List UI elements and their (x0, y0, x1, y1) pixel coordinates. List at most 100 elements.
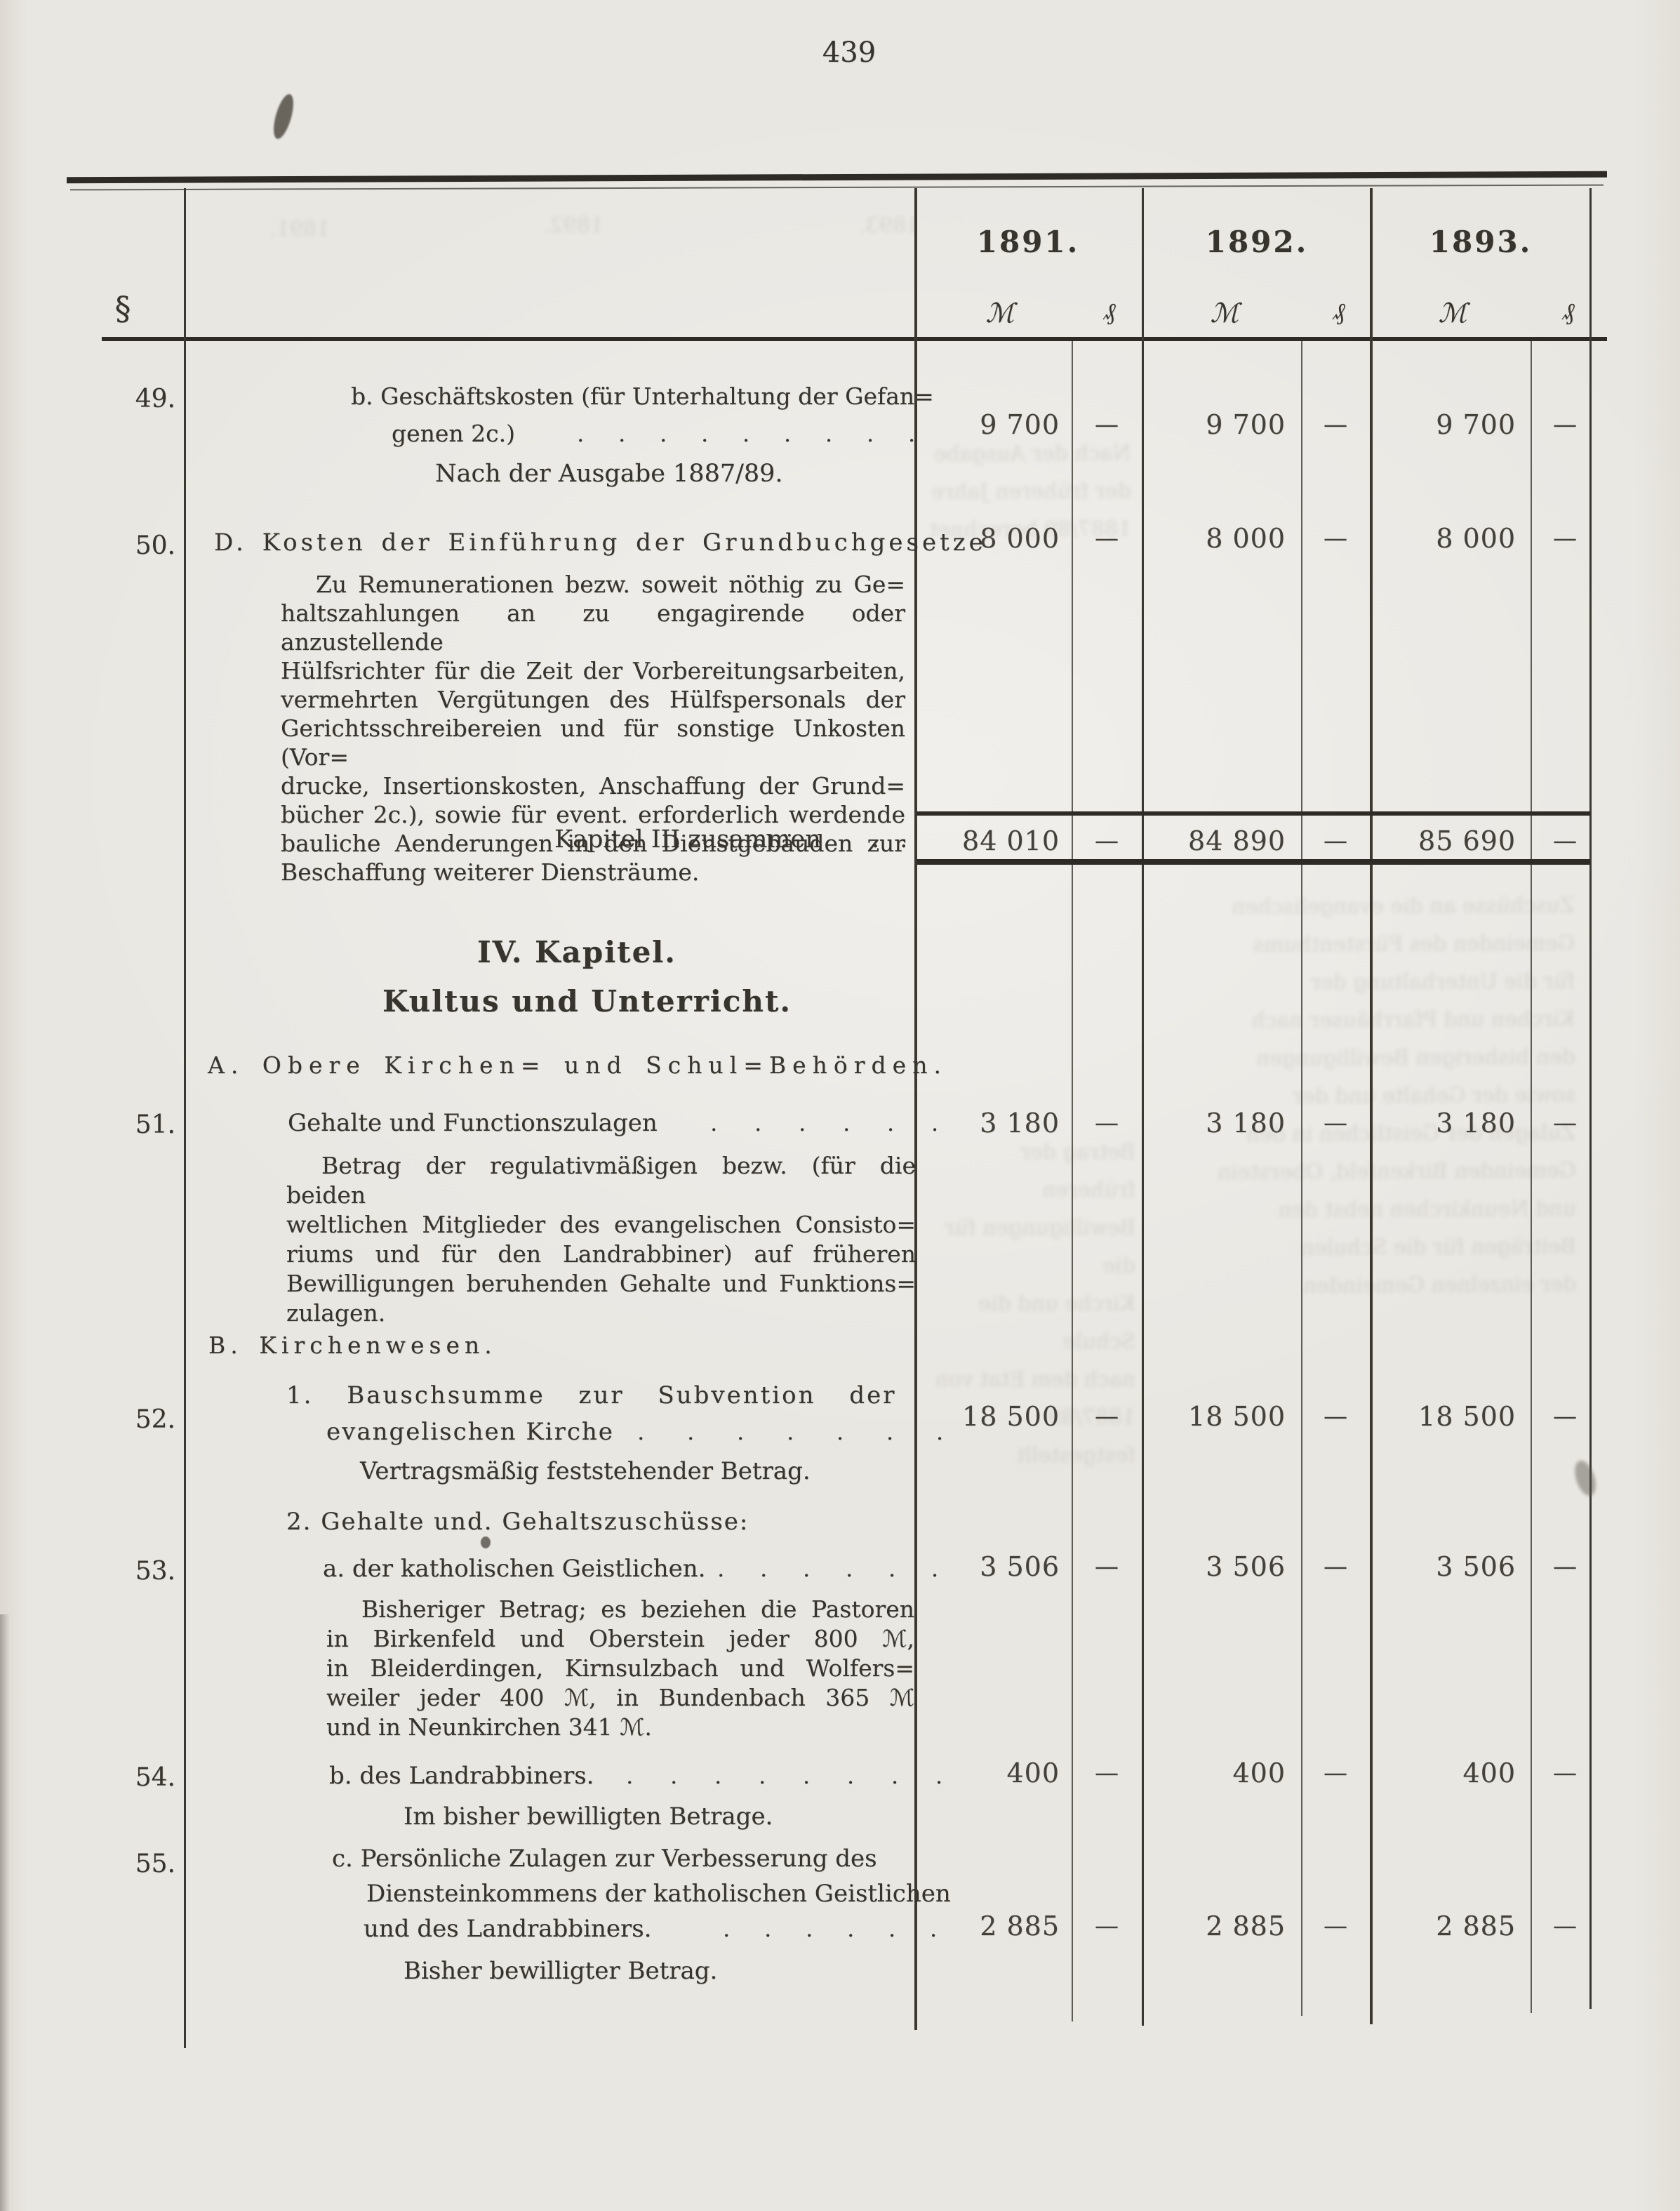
pfennig-symbol: ₰ (1562, 298, 1575, 326)
total-1893-mark: 85 690 (1418, 825, 1516, 856)
column-rule (1072, 341, 1073, 2021)
amount-1892-mark: 3 180 (1206, 1108, 1286, 1138)
amount-1892-mark: 400 (1232, 1758, 1286, 1788)
amount-1892-mark: 9 700 (1206, 409, 1286, 440)
total-row-bottom-rule (916, 859, 1590, 865)
item-text: evangelischen Kirche (326, 1418, 614, 1446)
amount-1893-mark: 2 885 (1436, 1911, 1516, 1941)
dot-leader: . . . . . . (717, 1555, 939, 1582)
item-title: D. Kosten der Einführung der Grundbuchge… (214, 529, 987, 557)
amount-1892-pfennig: — (1324, 1912, 1347, 1940)
total-1892-mark: 84 890 (1188, 825, 1286, 856)
subsection-b-heading: B. Kirchenwesen. (208, 1332, 497, 1359)
amount-1892-pfennig: — (1324, 1109, 1347, 1137)
amount-1891-pfennig: — (1095, 524, 1119, 552)
item-text: Diensteinkommens der katholischen Geistl… (366, 1880, 951, 1908)
column-rule (1370, 188, 1373, 2024)
subheading: 2. Gehalte und. Gehaltszuschüsse: (286, 1508, 749, 1536)
amount-1893-mark: 8 000 (1436, 523, 1516, 554)
ink-blot (481, 1536, 491, 1548)
column-rule (1142, 188, 1144, 2026)
item-text: 1. Bauschsumme zur Subvention der (286, 1381, 897, 1409)
amount-1892-pfennig: — (1324, 1759, 1347, 1787)
ink-smudge (1571, 1458, 1600, 1499)
table-top-rule (66, 171, 1608, 184)
dot-leader: . . . . . . (710, 1109, 939, 1136)
section-column-header: § (114, 289, 131, 327)
amount-1893-mark: 18 500 (1418, 1401, 1516, 1432)
section-number: 54. (135, 1763, 175, 1792)
amount-1893-mark: 3 180 (1436, 1108, 1516, 1138)
total-1893-pfennig: — (1553, 827, 1577, 855)
chapter-name-heading: Kultus und Unterricht. (382, 984, 792, 1018)
item-note: Bisher bewilligter Betrag. (404, 1957, 718, 1985)
item-text: c. Persönliche Zulagen zur Verbesserung … (332, 1845, 877, 1873)
dot-leader: . . . . . . . . (626, 1762, 943, 1789)
column-rule (184, 188, 186, 2048)
column-rule (914, 188, 917, 2030)
dot-leader: . . (872, 825, 908, 854)
mark-symbol: ℳ (985, 298, 1015, 328)
item-text: a. der katholischen Geistlichen. (323, 1555, 706, 1583)
amount-1891-mark: 400 (1006, 1758, 1060, 1788)
year-column-1893: 1893. (1429, 225, 1533, 259)
total-label: Kapitel III zusammen (554, 825, 821, 854)
total-1892-pfennig: — (1324, 827, 1347, 855)
item-note: Nach der Ausgabe 1887/89. (435, 460, 783, 488)
amount-1892-pfennig: — (1324, 524, 1347, 552)
amount-1893-pfennig: — (1553, 1553, 1577, 1581)
amount-1891-mark: 9 700 (980, 409, 1060, 440)
amount-1892-mark: 3 506 (1206, 1551, 1286, 1582)
section-number: 51. (135, 1110, 175, 1139)
total-row-top-rule (916, 811, 1590, 816)
item-note: Im bisher bewilligten Betrage. (404, 1802, 773, 1831)
amount-1891-mark: 8 000 (980, 523, 1060, 554)
section-number: 50. (135, 531, 175, 560)
year-column-1891: 1891. (976, 225, 1080, 259)
bleed-through-text: Zuschüsse an die evangelischen Gemeinden … (1217, 893, 1577, 1299)
page-number: 439 (822, 36, 876, 69)
item-text: genen 2c.) (392, 420, 516, 447)
dot-leader: . . . . . . . (637, 1418, 944, 1445)
item-paragraph: Betrag der regulativmäßigen bezw. (für d… (286, 1152, 916, 1327)
total-1891-pfennig: — (1095, 827, 1119, 855)
page-edge-shadow (0, 1614, 10, 2211)
section-number: 52. (135, 1405, 175, 1434)
item-text: Gehalte und Functionszulagen (288, 1109, 658, 1137)
amount-1892-mark: 2 885 (1206, 1911, 1286, 1941)
amount-1891-pfennig: — (1095, 1912, 1119, 1940)
amount-1892-mark: 18 500 (1188, 1401, 1286, 1432)
column-rule (1589, 188, 1592, 2009)
dot-leader: . . . . . . (723, 1915, 938, 1942)
column-rule (1301, 341, 1302, 2016)
chapter-number-heading: IV. Kapitel. (477, 935, 676, 969)
amount-1893-pfennig: — (1553, 1402, 1577, 1430)
amount-1892-pfennig: — (1324, 411, 1347, 439)
bleed-through-text: 1892. (543, 213, 604, 238)
amount-1893-mark: 9 700 (1436, 409, 1516, 440)
amount-1892-pfennig: — (1324, 1553, 1347, 1581)
dot-leader: . . . . . . . . . (577, 420, 916, 447)
amount-1892-mark: 8 000 (1206, 523, 1286, 554)
pfennig-symbol: ₰ (1103, 298, 1116, 326)
amount-1891-pfennig: — (1095, 1759, 1119, 1787)
amount-1893-mark: 400 (1462, 1758, 1516, 1788)
section-number: 55. (135, 1850, 175, 1878)
amount-1891-pfennig: — (1095, 1553, 1119, 1581)
section-number: 49. (135, 385, 175, 413)
table-top-thin-rule (70, 184, 1604, 191)
header-separator-rule (102, 337, 1607, 341)
amount-1893-pfennig: — (1553, 1759, 1577, 1787)
item-text: b. Geschäftskosten (für Unterhaltung der… (351, 383, 934, 410)
amount-1891-mark: 2 885 (980, 1911, 1060, 1941)
item-note: Vertragsmäßig feststehender Betrag. (360, 1457, 811, 1485)
year-column-1892: 1892. (1205, 225, 1309, 259)
item-paragraph: Bisheriger Betrag; es beziehen die Pasto… (326, 1595, 914, 1741)
bleed-through-text: 1891. (269, 217, 330, 241)
amount-1891-pfennig: — (1095, 1109, 1119, 1137)
amount-1891-pfennig: — (1095, 411, 1119, 439)
pfennig-symbol: ₰ (1333, 298, 1345, 326)
item-paragraph: Zu Remunerationen bezw. soweit nöthig zu… (281, 571, 905, 886)
total-1891-mark: 84 010 (962, 825, 1060, 856)
